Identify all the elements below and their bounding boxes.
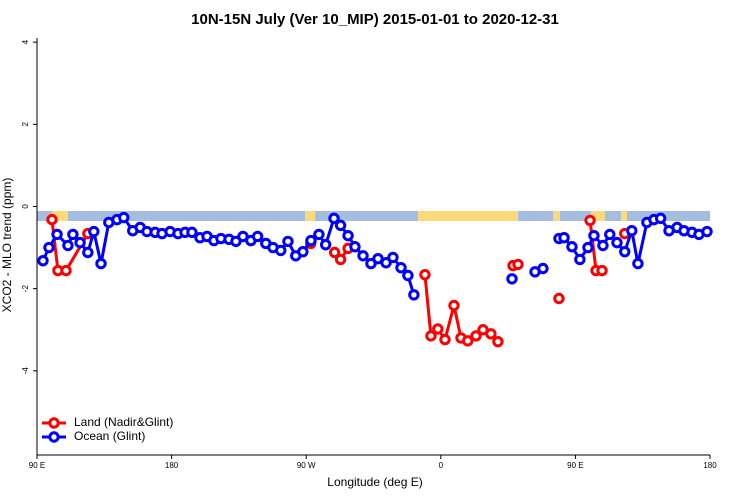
y-tick-label: -2 bbox=[21, 285, 30, 293]
y-tick-label: 0 bbox=[21, 204, 30, 209]
x-tick-label: 90 E bbox=[29, 461, 45, 470]
data-point bbox=[43, 241, 55, 254]
data-point bbox=[319, 238, 332, 251]
data-point bbox=[74, 236, 86, 249]
data-point bbox=[395, 261, 407, 274]
data-point bbox=[566, 241, 578, 253]
data-point bbox=[334, 253, 347, 266]
legend-label: Land (Nadir&Glint) bbox=[74, 415, 173, 429]
data-point bbox=[297, 245, 309, 258]
data-point bbox=[357, 250, 369, 262]
data-point bbox=[46, 213, 58, 226]
data-point bbox=[342, 229, 354, 242]
data-point bbox=[95, 257, 107, 270]
data-point bbox=[408, 289, 420, 301]
data-point bbox=[67, 228, 79, 241]
data-point bbox=[62, 239, 74, 252]
legend-label: Ocean (Glint) bbox=[74, 429, 145, 443]
x-tick-label: 0 bbox=[439, 461, 444, 470]
legend: Land (Nadir&Glint)Ocean (Glint) bbox=[42, 415, 173, 443]
legend-marker bbox=[48, 417, 60, 429]
data-point bbox=[328, 246, 341, 259]
data-point bbox=[701, 225, 713, 238]
data-point bbox=[619, 245, 631, 258]
data-point bbox=[82, 246, 94, 259]
data-point bbox=[553, 292, 565, 305]
data-point bbox=[596, 264, 608, 277]
y-tick-label: 4 bbox=[21, 39, 30, 44]
x-tick-label: 180 bbox=[703, 461, 717, 470]
data-point bbox=[402, 269, 414, 282]
data-point bbox=[387, 251, 399, 264]
data-point bbox=[282, 235, 294, 248]
data-point bbox=[349, 241, 361, 253]
data-point bbox=[574, 253, 586, 266]
data-point bbox=[305, 234, 317, 247]
data-point bbox=[313, 228, 325, 241]
data-point bbox=[485, 328, 497, 340]
data-point bbox=[558, 231, 570, 244]
data-point bbox=[584, 214, 596, 227]
data-point bbox=[512, 258, 524, 271]
data-point bbox=[328, 212, 340, 225]
data-point bbox=[604, 228, 616, 241]
data-point bbox=[448, 299, 460, 312]
data-point bbox=[582, 241, 594, 254]
land-ocean-strip bbox=[37, 211, 710, 221]
data-point bbox=[380, 257, 392, 269]
data-point bbox=[425, 330, 437, 342]
data-point bbox=[275, 244, 287, 257]
data-point bbox=[632, 257, 644, 270]
y-axis-label: XCO2 - MLO trend (ppm) bbox=[0, 178, 14, 313]
data-point bbox=[462, 335, 474, 347]
data-point bbox=[626, 225, 638, 237]
data-point bbox=[588, 229, 600, 242]
data-point bbox=[506, 273, 518, 285]
data-point bbox=[597, 239, 609, 252]
data-point bbox=[118, 211, 130, 224]
x-tick-label: 90 E bbox=[567, 461, 583, 470]
data-point bbox=[334, 219, 347, 232]
data-point bbox=[492, 335, 504, 348]
x-tick-label: 180 bbox=[165, 461, 179, 470]
data-point bbox=[470, 330, 482, 342]
data-point bbox=[186, 226, 198, 239]
x-tick-label: 90 W bbox=[297, 461, 316, 470]
data-point bbox=[654, 212, 667, 225]
y-tick-label: 2 bbox=[21, 122, 30, 127]
data-point bbox=[60, 264, 72, 277]
legend-marker bbox=[48, 431, 60, 443]
series-line bbox=[52, 220, 625, 342]
chart-title: 10N-15N July (Ver 10_MIP) 2015-01-01 to … bbox=[191, 11, 559, 28]
data-point bbox=[537, 262, 549, 275]
data-point bbox=[51, 228, 63, 241]
data-point bbox=[432, 323, 444, 335]
data-point bbox=[439, 333, 451, 346]
data-point bbox=[611, 236, 623, 249]
data-point bbox=[37, 255, 49, 267]
data-point bbox=[251, 230, 264, 243]
x-axis-label: Longitude (deg E) bbox=[327, 475, 422, 489]
data-point bbox=[419, 268, 431, 281]
y-tick-label: -4 bbox=[21, 367, 30, 375]
data-point bbox=[88, 225, 100, 238]
